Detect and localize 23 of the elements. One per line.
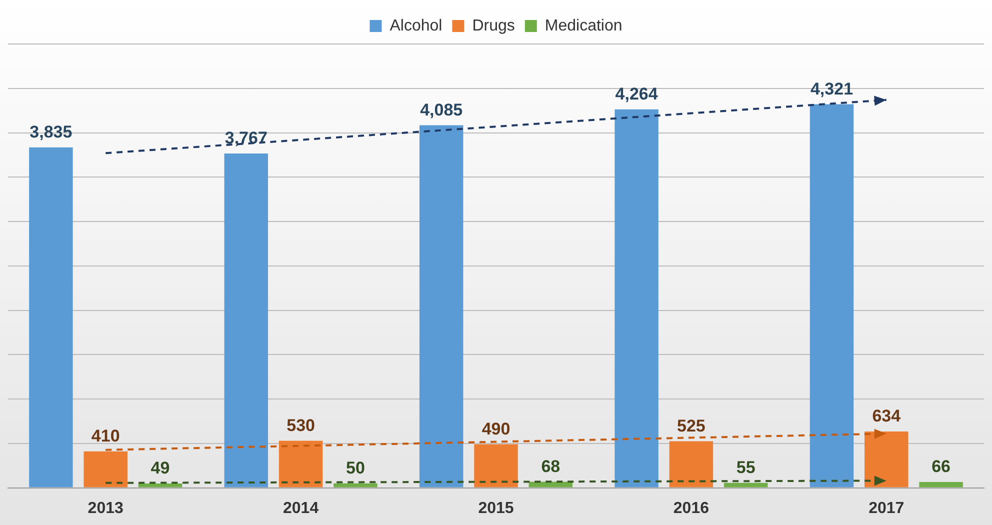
legend-label: Medication bbox=[544, 17, 622, 34]
data-label: 3,767 bbox=[224, 128, 268, 148]
data-label: 55 bbox=[736, 458, 756, 478]
data-label: 49 bbox=[150, 458, 170, 478]
data-label: 3,835 bbox=[30, 122, 72, 142]
x-tick-label: 2013 bbox=[88, 500, 124, 517]
x-tick-label: 2015 bbox=[478, 500, 514, 517]
data-label: 50 bbox=[346, 458, 365, 478]
data-label: 68 bbox=[541, 456, 560, 476]
data-label: 525 bbox=[677, 416, 706, 436]
x-tick-label: 2016 bbox=[673, 500, 710, 517]
data-label: 4,264 bbox=[615, 84, 658, 104]
legend-label: Drugs bbox=[472, 17, 515, 34]
legend-label: Alcohol bbox=[390, 17, 442, 34]
data-label: 490 bbox=[482, 419, 510, 438]
data-label: 634 bbox=[872, 406, 902, 426]
x-tick-label: 2014 bbox=[283, 500, 319, 517]
data-label: 410 bbox=[91, 426, 120, 446]
data-label: 4,085 bbox=[420, 100, 463, 120]
data-label: 66 bbox=[932, 457, 951, 476]
x-tick-label: 2017 bbox=[868, 500, 904, 517]
data-label: 4,321 bbox=[810, 79, 854, 98]
data-label: 530 bbox=[286, 416, 315, 435]
